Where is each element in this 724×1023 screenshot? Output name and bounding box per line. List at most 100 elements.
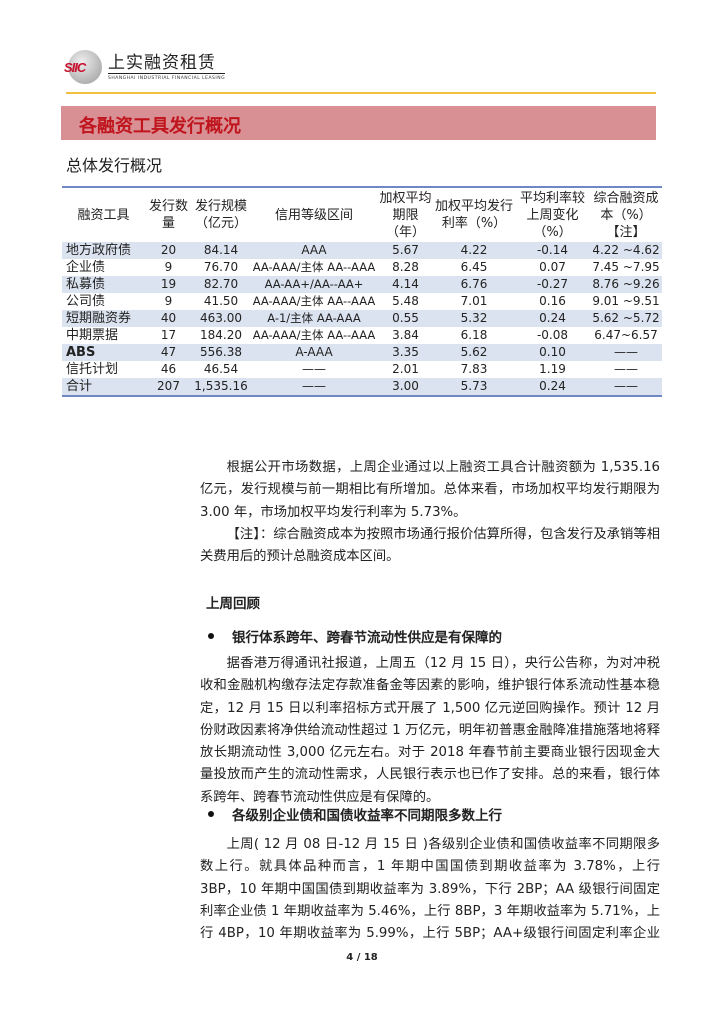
table-cell: 信托计划 <box>66 362 119 377</box>
table-cell: 5.62 ~5.72 <box>590 310 662 327</box>
table-cell: 3.00 <box>378 378 433 396</box>
table-cell: 463.00 <box>192 310 250 327</box>
column-header: 融资工具 <box>77 207 130 223</box>
table-cell: 76.70 <box>203 260 239 274</box>
table-cell: 5.67 <box>378 242 433 259</box>
table-cell: 中期票据 <box>66 328 119 343</box>
table-cell: 84.14 <box>192 242 250 259</box>
table-cell: —— <box>614 362 638 376</box>
company-name-en: SHANGHAI INDUSTRIAL FINANCIAL LEASING <box>108 76 226 81</box>
table-cell: 556.38 <box>192 344 250 361</box>
table-cell: —— <box>250 378 378 396</box>
table-row: 地方政府债 20 84.14 AAA 5.67 4.22 -0.14 4.22 ~4.62 <box>62 242 662 259</box>
table-cell: 40 <box>145 310 192 327</box>
table-cell: AA-AA+/AA--AA+ <box>250 276 378 293</box>
table-cell: 企业债 <box>66 260 106 275</box>
table-row: 中期票据 17 184.20 AA-AAA/主体 AA--AAA 3.84 6.18 -0.… <box>62 327 662 344</box>
bullet-heading-1: 银行体系跨年、跨春节流动性供应是有保障的 <box>208 626 502 646</box>
column-header: 综合融资成本（%）【注】 <box>593 190 659 240</box>
bullet-icon <box>208 633 214 639</box>
table-cell: 7.01 <box>460 294 488 308</box>
table-cell: 合计 <box>62 378 145 396</box>
issuance-table: 融资工具 发行数量 发行规模（亿元） 信用等级区间 加权平均期限（年） 加权平均发行利率（… <box>62 186 662 397</box>
column-header: 发行数量 <box>148 199 188 231</box>
table-cell: 7.83 <box>460 362 488 376</box>
table-cell: 9 <box>164 260 173 274</box>
table-header-row: 融资工具 发行数量 发行规模（亿元） 信用等级区间 加权平均期限（年） 加权平均发行利率（… <box>62 187 662 242</box>
table-cell: 82.70 <box>192 276 250 293</box>
table-cell: A-AAA <box>250 344 378 361</box>
table-cell: 184.20 <box>200 328 242 342</box>
column-header: 信用等级区间 <box>274 207 353 223</box>
table-cell: 5.73 <box>433 378 515 396</box>
table-cell: -0.27 <box>515 276 590 293</box>
table-cell: ABS <box>62 344 145 361</box>
table-cell: AA-AAA/主体 AA--AAA <box>252 294 376 308</box>
table-cell: 5.48 <box>392 294 419 308</box>
table-cell: 5.62 <box>433 344 515 361</box>
table-cell: 5.32 <box>433 310 515 327</box>
note-paragraph: 【注】：综合融资成本为按照市场通行报价估算所得，包含发行及承销等相关费用后的预计… <box>200 527 660 565</box>
table-cell: 0.07 <box>539 260 566 274</box>
table-cell: -0.14 <box>515 242 590 259</box>
table-row: 私募债 19 82.70 AA-AA+/AA--AA+ 4.14 6.76 -0.27 8.7… <box>62 276 662 293</box>
table-cell: -0.08 <box>536 328 569 342</box>
table-cell: 4.14 <box>378 276 433 293</box>
table-row: 信托计划 46 46.54 —— 2.01 7.83 1.19 —— <box>62 361 662 378</box>
table-cell: 4.22 <box>433 242 515 259</box>
table-cell: 6.76 <box>433 276 515 293</box>
section-title: 各融资工具发行概况 <box>79 116 241 137</box>
table-cell: 6.45 <box>460 260 488 274</box>
table-cell: 7.45 ~7.95 <box>592 260 660 274</box>
table-cell: —— <box>590 378 662 396</box>
table-row: 短期融资券 40 463.00 A-1/主体 AA-AAA 0.55 5.32 0.24 5.… <box>62 310 662 327</box>
column-header: 发行规模（亿元） <box>194 199 247 231</box>
yield-paragraph: 上周( 12 月 08 日-12 月 15 日 )各级别企业债和国债收益率不同期… <box>200 837 660 942</box>
table-cell: 19 <box>145 276 192 293</box>
table-cell: 9.01 ~9.51 <box>592 294 660 308</box>
table-cell: 私募债 <box>62 276 145 293</box>
bullet-heading-2: 各级别企业债和国债收益率不同期限多数上行 <box>208 804 502 824</box>
header-divider <box>66 92 656 94</box>
table-cell: AA-AAA/主体 AA--AAA <box>252 328 376 342</box>
table-cell: AA-AAA/主体 AA--AAA <box>252 260 376 274</box>
table-cell: 3.35 <box>378 344 433 361</box>
table-cell: —— <box>302 362 326 376</box>
bullet-icon <box>208 811 214 817</box>
liquidity-paragraph: 据香港万得通讯社报道，上周五（12 月 15 日），央行公告称，为对冲税收和金融… <box>200 656 660 805</box>
table-row: 公司债 9 41.50 AA-AAA/主体 AA--AAA 5.48 7.01 0.16 9.… <box>62 293 662 310</box>
table-cell: 0.16 <box>539 294 566 308</box>
table-cell: 6.47~6.57 <box>594 328 658 342</box>
table-cell: 0.24 <box>515 310 590 327</box>
table-cell: 公司债 <box>66 294 106 309</box>
table-cell: 9 <box>164 294 173 308</box>
table-cell: 20 <box>145 242 192 259</box>
table-cell: 1,535.16 <box>192 378 250 396</box>
table-cell: 17 <box>160 328 177 342</box>
table-cell: 短期融资券 <box>62 310 145 327</box>
table-row: 企业债 9 76.70 AA-AAA/主体 AA--AAA 8.28 6.45 0.07 7.… <box>62 259 662 276</box>
table-cell: 4.22 ~4.62 <box>590 242 662 259</box>
column-header: 平均利率较上周变化（%） <box>519 190 585 240</box>
table-cell: 207 <box>145 378 192 396</box>
table-cell: 0.24 <box>515 378 590 396</box>
table-cell: 3.84 <box>392 328 419 342</box>
table-cell: AAA <box>250 242 378 259</box>
table-cell: 46 <box>160 362 177 376</box>
subsection-title: 总体发行概况 <box>66 156 163 175</box>
summary-paragraph: 根据公开市场数据，上周企业通过以上融资工具合计融资额为 1,535.16 亿元，… <box>200 460 660 520</box>
column-header: 加权平均发行利率（%） <box>434 199 513 231</box>
table-cell: 地方政府债 <box>62 242 145 259</box>
table-cell: 0.55 <box>378 310 433 327</box>
table-row: 合计 207 1,535.16 —— 3.00 5.73 0.24 —— <box>62 378 662 396</box>
table-cell: 1.19 <box>539 362 566 376</box>
table-cell: 2.01 <box>392 362 419 376</box>
siic-logo-mark: SIIC <box>64 50 102 84</box>
page-number: 4 / 18 <box>346 952 378 963</box>
table-cell: —— <box>590 344 662 361</box>
table-cell: 8.28 <box>392 260 419 274</box>
table-cell: A-1/主体 AA-AAA <box>250 310 378 327</box>
section-banner: 各融资工具发行概况 <box>61 106 656 140</box>
review-heading: 上周回顾 <box>206 596 260 612</box>
